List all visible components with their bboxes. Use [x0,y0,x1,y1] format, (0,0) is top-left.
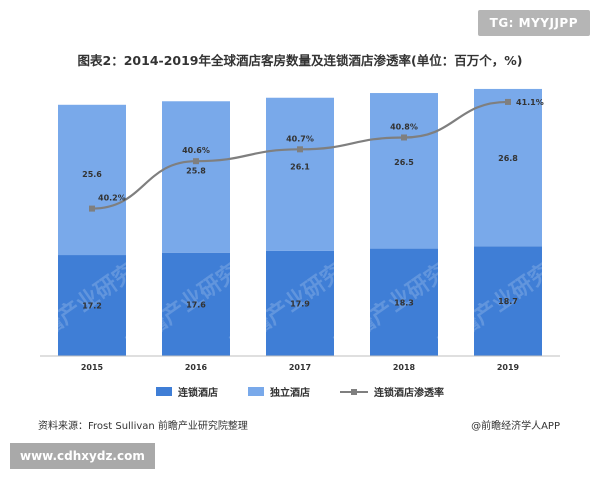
penetration-point-2016 [193,158,199,165]
penetration-label-2015: 40.2% [98,194,126,203]
label-independent-2015: 25.6 [82,170,102,179]
bottom-badge: www.cdhxydz.com [10,443,155,469]
bar-independent-2015 [58,104,126,256]
label-chain-2016: 17.6 [186,300,206,309]
penetration-label-2018: 40.8% [390,122,418,131]
chart-canvas: 前瞻产业研究院17.225.62015前瞻产业研究院17.625.82016前瞻… [17,88,575,372]
bar-independent-2016 [162,101,230,253]
label-chain-2018: 18.3 [394,298,414,307]
credit-note: @前瞻经济学人APP [471,421,560,432]
label-chain-2017: 17.9 [290,299,310,308]
x-tick-2015: 2015 [81,363,104,372]
bar-chain-2017 [266,250,334,356]
label-chain-2019: 18.7 [498,297,518,306]
legend-swatch-independent [248,387,264,396]
x-tick-2016: 2016 [185,363,208,372]
legend-label-independent: 独立酒店 [270,388,310,399]
label-independent-2019: 26.8 [498,154,518,163]
bar-chain-2016 [162,252,230,356]
legend-item-penetration: 连锁酒店渗透率 [340,384,444,399]
x-tick-2017: 2017 [289,363,311,372]
top-badge: TG: MYYJJPP [477,10,590,36]
penetration-point-2019 [505,98,511,105]
legend-label-penetration: 连锁酒店渗透率 [374,388,444,399]
legend-item-independent: 独立酒店 [248,384,310,399]
bar-chain-2018 [370,248,438,356]
penetration-label-2016: 40.6% [182,146,210,155]
bar-independent-2019 [474,88,542,247]
legend-swatch-chain [156,387,172,396]
legend-label-chain: 连锁酒店 [178,388,218,399]
x-tick-2019: 2019 [497,363,520,372]
bar-chain-2015 [58,255,126,356]
label-independent-2018: 26.5 [394,158,414,167]
bar-independent-2017 [266,97,334,251]
chart-title: 图表2：2014-2019年全球酒店客房数量及连锁酒店渗透率(单位：百万个，%) [77,53,523,68]
legend-item-chain: 连锁酒店 [156,384,218,399]
label-chain-2015: 17.2 [82,302,102,311]
source-note: 资料来源：Frost Sullivan 前瞻产业研究院整理 [38,421,248,432]
bar-chain-2019 [474,246,542,356]
x-tick-2018: 2018 [393,363,416,372]
penetration-label-2017: 40.7% [286,134,314,143]
penetration-label-2019: 41.1% [516,98,544,107]
label-independent-2017: 26.1 [290,163,310,172]
penetration-point-2017 [297,146,303,153]
bar-independent-2018 [370,93,438,249]
legend-swatch-penetration [340,387,368,397]
penetration-point-2015 [89,205,95,212]
label-independent-2016: 25.8 [186,166,206,175]
chart-legend: 连锁酒店 独立酒店 连锁酒店渗透率 [0,384,600,399]
penetration-point-2018 [401,134,407,141]
